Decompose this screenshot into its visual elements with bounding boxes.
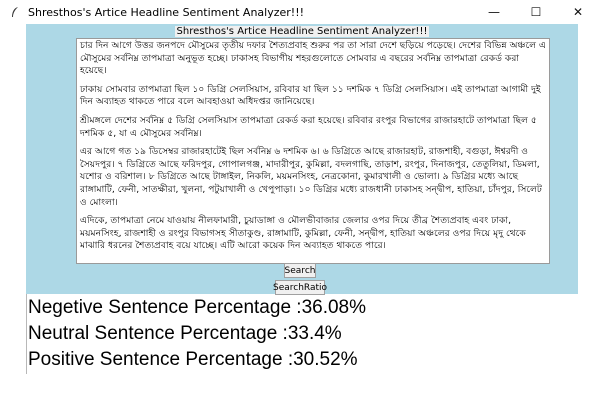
negative-percentage-label: Negetive Sentence Percentage :36.08% [28,297,367,318]
app-panel: Shresthos's Artice Headline Sentiment An… [26,24,578,295]
article-paragraph: ঢাকায় সোমবার তাপমাত্রা ছিল ১০ ডিগ্রি সে… [80,83,541,108]
search-ratio-button[interactable]: SearchRatio [273,280,327,295]
close-button[interactable]: ✕ [557,0,599,24]
neutral-percentage-label: Neutral Sentence Percentage :33.4% [28,323,342,344]
article-paragraph: চার দিন আগে উত্তর জনপদে মৌসুমের তৃতীয় দ… [80,40,547,77]
window-controls: — ☐ ✕ [473,0,599,24]
positive-percentage-label: Positive Sentence Percentage :30.52% [28,349,358,370]
article-paragraph: এর আগে গত ১৯ ডিসেম্বর রাজারহাটেই ছিল সর্… [80,146,542,208]
article-paragraph: এদিকে, তাপমাত্রা নেমে যাওয়ায় নীলফামারী… [80,215,526,252]
close-icon: ✕ [572,5,584,19]
article-textarea[interactable]: চার দিন আগে উত্তর জনপদে মৌসুমের তৃতীয় দ… [76,38,550,264]
search-button[interactable]: Search [284,263,316,278]
minimize-icon: — [488,5,500,19]
article-paragraph: শ্রীমঙ্গলে দেশের সর্বনিম্ন ৫ ডিগ্রি সেলস… [80,114,537,139]
maximize-button[interactable]: ☐ [515,0,557,24]
app-heading: Shresthos's Artice Headline Sentiment An… [26,26,578,37]
minimize-button[interactable]: — [473,0,515,24]
window-titlebar[interactable]: Shresthos's Artice Headline Sentiment An… [0,0,599,24]
feather-icon [8,5,22,19]
results-panel: Negetive Sentence Percentage :36.08% Neu… [26,294,578,374]
window-title: Shresthos's Artice Headline Sentiment An… [28,5,305,19]
app-heading-text: Shresthos's Artice Headline Sentiment An… [174,26,430,37]
maximize-icon: ☐ [530,5,542,19]
